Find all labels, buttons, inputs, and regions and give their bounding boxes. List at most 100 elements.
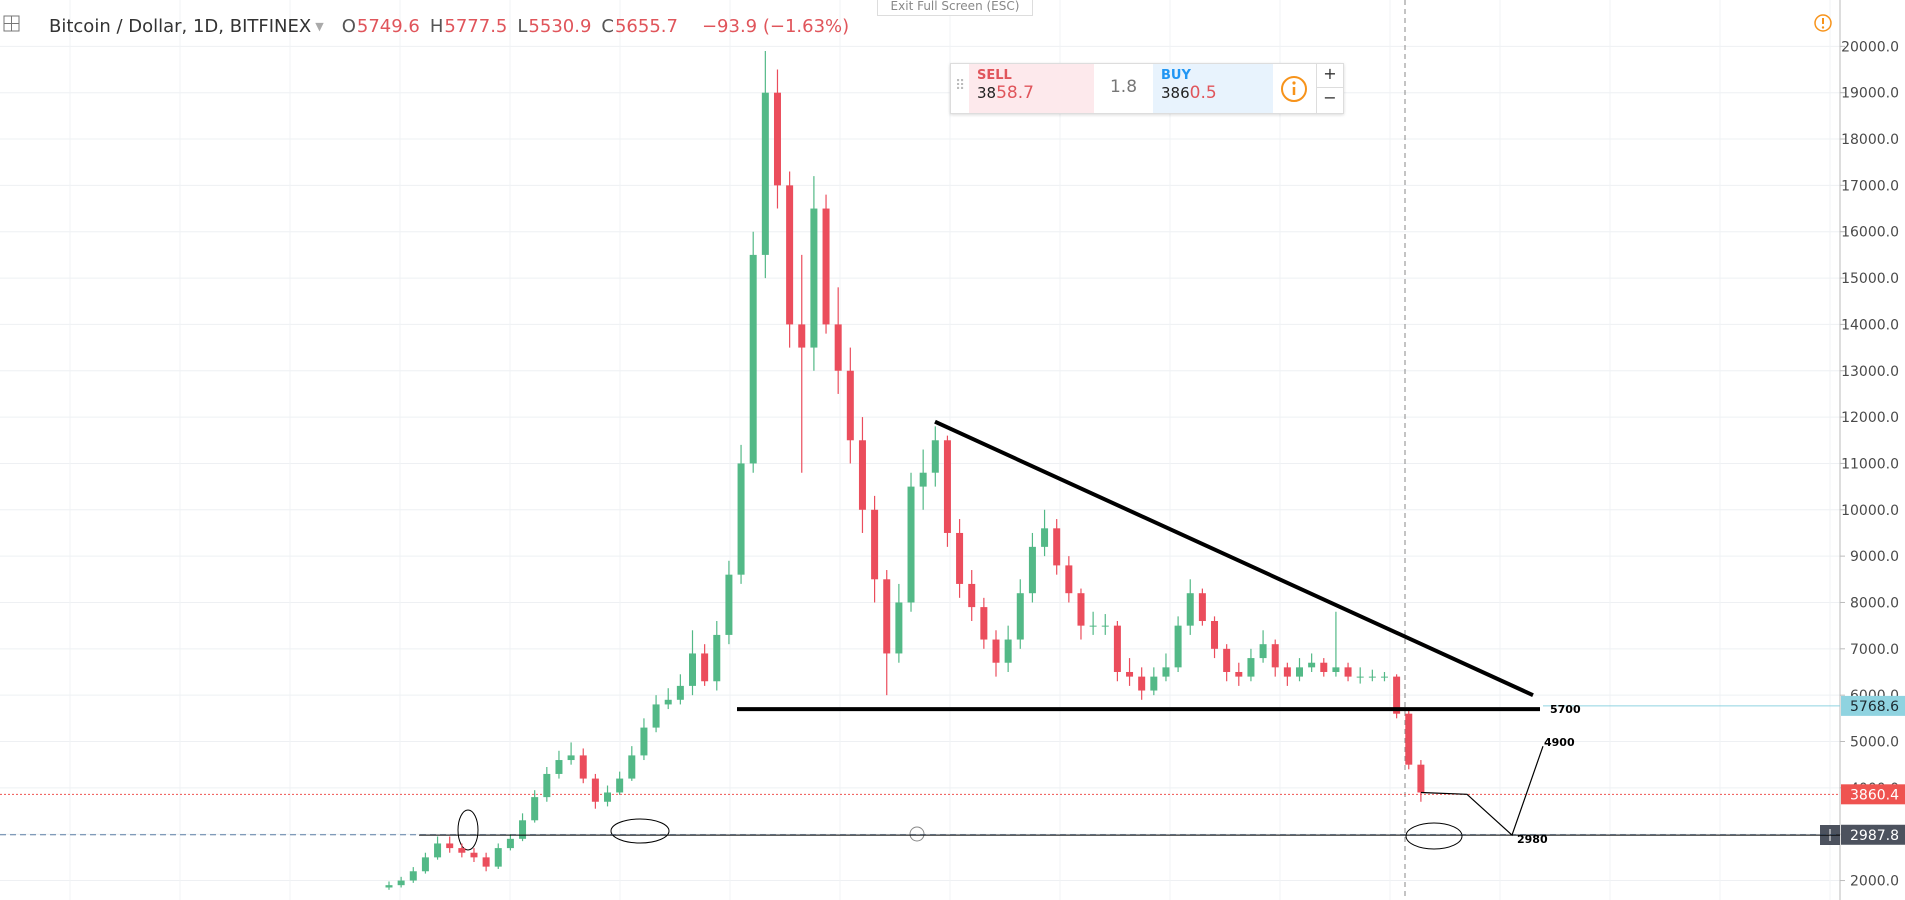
candle-body [676, 685, 684, 700]
candle-body [858, 440, 866, 510]
candle-body [1380, 676, 1388, 678]
ohlc-label: H [429, 15, 444, 37]
info-button[interactable] [1273, 64, 1316, 113]
ohlc-value: 5530.9 [528, 15, 592, 37]
trade-widget: ⠿ SELL 3858.7 1.8 BUY 3860.5 + − [950, 63, 1344, 114]
candle-body [822, 208, 830, 325]
candle-body [519, 820, 527, 839]
candle-body [1089, 625, 1097, 627]
candle-body [1296, 667, 1303, 677]
level-label: 2980 [1517, 833, 1548, 846]
plus[interactable]: + [1317, 64, 1343, 88]
candle-body [494, 848, 502, 867]
candle-body [531, 797, 539, 821]
y-tick-label: 11000.0 [1841, 456, 1899, 472]
candle-body [1235, 671, 1243, 677]
spread: 1.8 [1109, 77, 1138, 97]
highlight-ellipse [1405, 822, 1463, 850]
candle-body [640, 727, 648, 756]
candle-body [761, 92, 769, 255]
price-label: 5768.6 [1850, 699, 1899, 715]
candle-body [1417, 764, 1425, 793]
candle-body [421, 857, 429, 872]
candle-body [1004, 639, 1012, 663]
price-label: 2987.8 [1850, 828, 1899, 844]
y-tick-label: 5000.0 [1850, 735, 1899, 751]
drag-handle[interactable]: ⠿ [955, 78, 966, 94]
candle-body [895, 602, 903, 654]
y-tick-label: 10000.0 [1841, 503, 1899, 519]
level-label: 5700 [1550, 703, 1581, 716]
candle-body [1162, 667, 1170, 677]
candle-body [434, 843, 442, 858]
candle-body [1356, 676, 1364, 678]
candle-body [1101, 625, 1109, 627]
candle-body [810, 208, 818, 348]
price-label-box [1841, 695, 1905, 716]
symbol-title[interactable]: Bitcoin / Dollar, 1D, BITFINEX [49, 15, 312, 37]
candle-body [567, 755, 575, 761]
candle-body [1368, 676, 1376, 678]
sell-main: 58.7 [996, 83, 1034, 103]
highlight-ellipse [610, 818, 670, 844]
candle-body [713, 634, 721, 682]
candle-body [1028, 546, 1036, 594]
y-tick-label: 18000.0 [1841, 132, 1899, 148]
candle-body [1223, 648, 1231, 672]
y-tick-label: 14000.0 [1841, 317, 1899, 333]
projection-path [1420, 745, 1544, 837]
qty-buttons: + − [1316, 64, 1343, 113]
candle-body [980, 607, 988, 640]
ohlc-label: L [517, 15, 528, 37]
buy-button[interactable]: BUY 3860.5 [1153, 64, 1273, 113]
highlight-ellipse [457, 809, 479, 851]
candle-body [1150, 676, 1158, 691]
candle-body [749, 254, 757, 464]
exit-fullscreen[interactable]: Exit Full Screen (ESC) [877, 0, 1033, 16]
y-tick-label: 8000.0 [1850, 595, 1899, 611]
y-tick-label: 12000.0 [1841, 410, 1899, 426]
minus[interactable]: − [1323, 88, 1337, 107]
candle-body [773, 92, 781, 186]
dropdown-caret[interactable]: ▼ [315, 19, 324, 33]
candle-body [385, 885, 393, 888]
candle-body [506, 838, 514, 849]
candle-body [1271, 644, 1279, 668]
candle-body [834, 324, 842, 371]
alert-icon-dot [1821, 26, 1825, 29]
candle-body [992, 639, 1000, 663]
buy-label: BUY [1161, 68, 1191, 83]
candle-body [846, 370, 854, 441]
y-tick-label: 20000.0 [1841, 39, 1899, 55]
trendline [934, 419, 1534, 697]
info-circle [1281, 76, 1307, 102]
candle-body [470, 852, 478, 858]
sell-button[interactable]: SELL 3858.7 [969, 64, 1094, 113]
candle-body [786, 185, 794, 325]
candle-body [409, 871, 417, 881]
ohlc-value: 5749.6 [356, 15, 420, 37]
y-tick-label: 13000.0 [1841, 364, 1899, 380]
candle-body [1016, 593, 1024, 640]
candle-body [968, 583, 976, 608]
candle-body [1320, 662, 1328, 672]
candle-body [1126, 671, 1134, 677]
candle-body [919, 472, 927, 487]
candle-body [689, 653, 696, 686]
candle-body [543, 773, 551, 798]
candle-body [956, 532, 964, 584]
ohlc-value: 5777.5 [444, 15, 508, 37]
candle-body [1174, 625, 1182, 668]
price-label: 3860.4 [1850, 787, 1899, 803]
y-tick-label: 16000.0 [1841, 225, 1899, 241]
price-label-box [1841, 824, 1905, 845]
y-tick-label: 15000.0 [1841, 271, 1899, 287]
drawing-handle[interactable] [909, 826, 925, 842]
candle-body [1211, 621, 1219, 649]
ohlc-label: O [341, 15, 356, 37]
candle-body [616, 778, 624, 793]
candle-body [1077, 593, 1085, 626]
alert-icon[interactable] [1814, 14, 1832, 32]
candle-body [798, 324, 806, 348]
